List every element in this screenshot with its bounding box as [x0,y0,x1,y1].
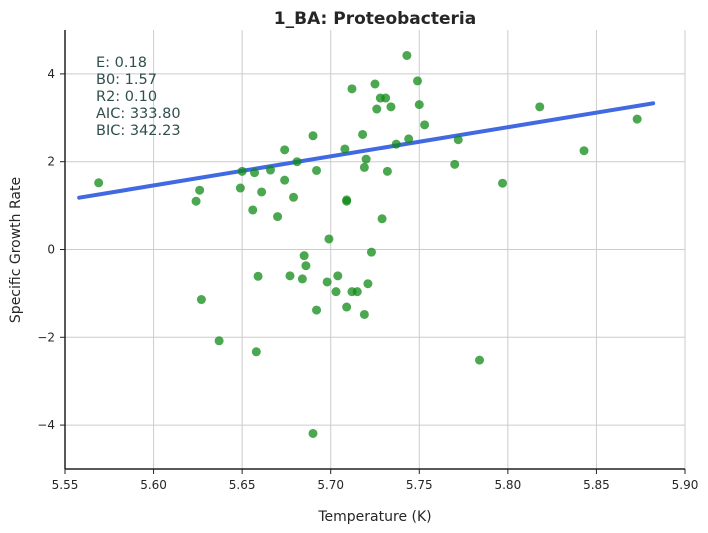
stat-bic: BIC: 342.23 [96,123,181,139]
stat-b0: B0: 1.57 [96,72,157,88]
data-point [308,428,318,438]
x-tick-label: 5.80 [494,478,521,492]
data-point [359,162,369,172]
x-axis-title: Temperature (K) [317,509,431,525]
data-point [366,247,376,257]
data-point [402,50,412,60]
data-point [413,76,423,86]
data-point [632,114,642,124]
data-point [475,355,485,365]
x-tick-label: 5.90 [672,478,699,492]
data-point [94,178,104,188]
data-point [453,135,463,145]
data-point [420,120,430,130]
data-point [324,234,334,244]
data-point [214,336,224,346]
y-tick-label: −2 [37,330,55,344]
y-tick-label: 4 [47,67,55,81]
y-tick-label: 0 [47,243,55,257]
data-point [191,196,201,206]
data-point [248,205,258,215]
ticks: 5.55 5.60 5.65 5.70 5.75 5.80 5.85 5.90 −4 −2 0 2 4 [37,67,698,492]
data-point [450,159,460,169]
stat-r2: R2: 0.10 [96,89,157,105]
data-point [235,183,245,193]
data-point [404,134,414,144]
data-point [340,144,350,154]
fit-line [77,101,656,200]
data-point [312,165,322,175]
data-point [292,157,302,167]
data-point [377,214,387,224]
x-tick-label: 5.75 [406,478,433,492]
y-tick-label: 2 [47,155,55,169]
data-point [273,212,283,222]
data-point [342,302,352,312]
data-point [195,185,205,195]
stat-aic: AIC: 333.80 [96,106,181,122]
data-point [370,79,380,89]
chart-title: 1_BA: Proteobacteria [274,9,476,29]
data-point [299,251,309,261]
data-point [414,100,424,110]
data-points [94,50,642,438]
data-point [289,192,299,202]
data-point [372,104,382,114]
y-axis-title: Specific Growth Rate [8,177,24,323]
data-point [498,178,508,188]
data-point [297,274,307,284]
data-point [381,93,391,103]
data-point [301,261,311,271]
data-point [358,129,368,139]
x-tick-label: 5.55 [52,478,79,492]
fit-statistics: E: 0.18 B0: 1.57 R2: 0.10 AIC: 333.80 BI… [96,55,181,139]
data-point [579,146,589,156]
data-point [331,287,341,297]
data-point [280,145,290,155]
data-point [308,131,318,141]
data-point [347,84,357,94]
data-point [342,195,352,205]
data-point [253,271,263,281]
data-point [196,295,206,305]
data-point [382,166,392,176]
data-point [280,175,290,185]
data-point [237,166,247,176]
data-point [250,168,260,178]
x-tick-label: 5.85 [583,478,610,492]
grid-lines [65,30,686,469]
data-point [257,187,267,197]
data-point [322,277,332,287]
data-point [285,271,295,281]
data-point [535,102,545,112]
data-point [391,139,401,149]
data-point [361,154,371,164]
data-point [312,305,322,315]
stat-e: E: 0.18 [96,55,147,71]
y-tick-label: −4 [37,418,55,432]
data-point [333,271,343,281]
data-point [352,287,362,297]
data-point [265,165,275,175]
data-point [363,279,373,289]
data-point [386,102,396,112]
x-tick-label: 5.70 [317,478,344,492]
data-point [251,347,261,357]
fit-line-group [77,101,656,200]
data-point [359,309,369,319]
x-tick-label: 5.65 [229,478,256,492]
x-tick-label: 5.60 [140,478,167,492]
